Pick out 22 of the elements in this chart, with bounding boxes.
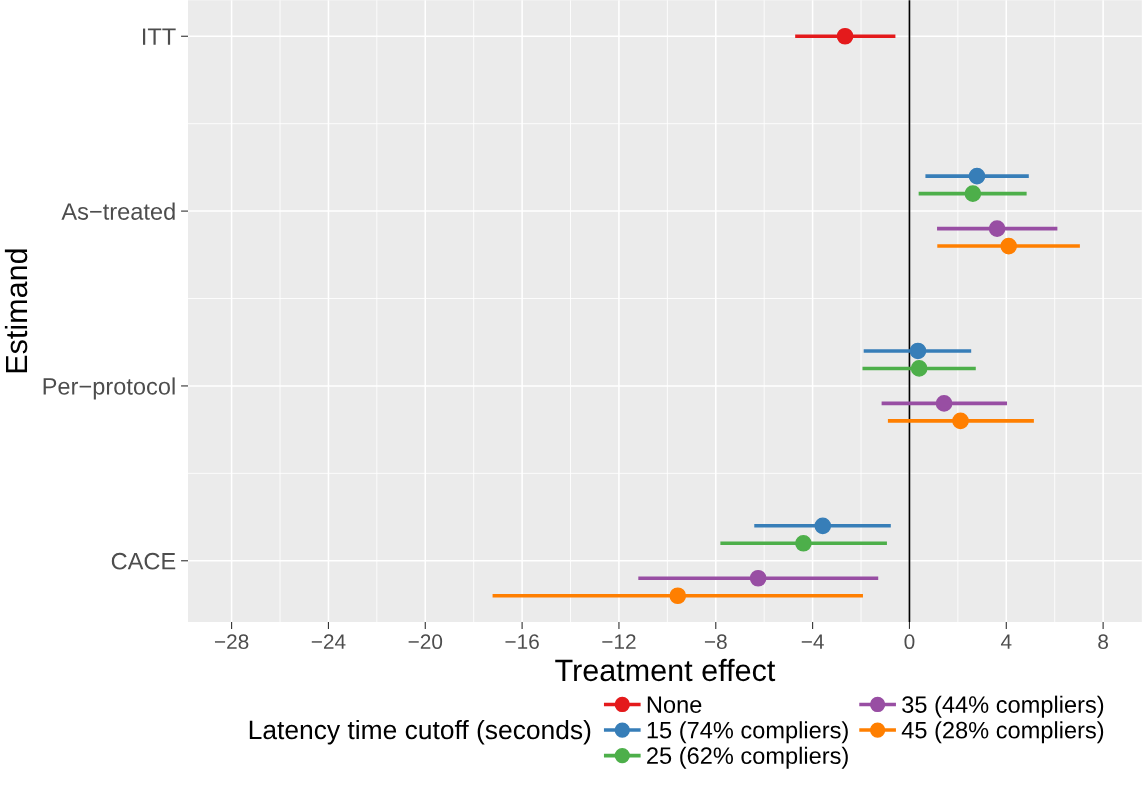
x-tick-label: −28 — [214, 634, 249, 650]
x-tick-label: −24 — [311, 634, 346, 649]
x-tick-label: −20 — [408, 634, 443, 650]
x-tick-label: −8 — [704, 634, 727, 650]
legend-title: Latency time cutoff (seconds) — [249, 719, 591, 745]
y-tick-label: As−treated — [61, 202, 175, 220]
y-axis-title: Estimand — [4, 249, 28, 373]
x-tick-label: −12 — [602, 634, 636, 649]
x-tick-label: 4 — [1000, 634, 1012, 649]
legend-label: 15 (74% compliers) — [647, 721, 848, 744]
x-tick-label: 0 — [904, 634, 915, 650]
y-tick-label: ITT — [143, 28, 176, 45]
x-tick-label: −16 — [505, 634, 539, 650]
legend-label: 25 (62% compliers) — [647, 746, 848, 769]
x-axis-title: Treatment effect — [555, 658, 776, 682]
legend-label: 45 (28% compliers) — [901, 721, 1104, 744]
x-tick-label: −4 — [801, 634, 824, 649]
x-tick-label: 8 — [1098, 634, 1109, 650]
legend-label: 35 (44% compliers) — [902, 695, 1104, 718]
y-tick-label: Per−protocol — [43, 377, 175, 400]
y-tick-label: CACE — [111, 552, 176, 570]
legend-label: None — [647, 696, 702, 713]
